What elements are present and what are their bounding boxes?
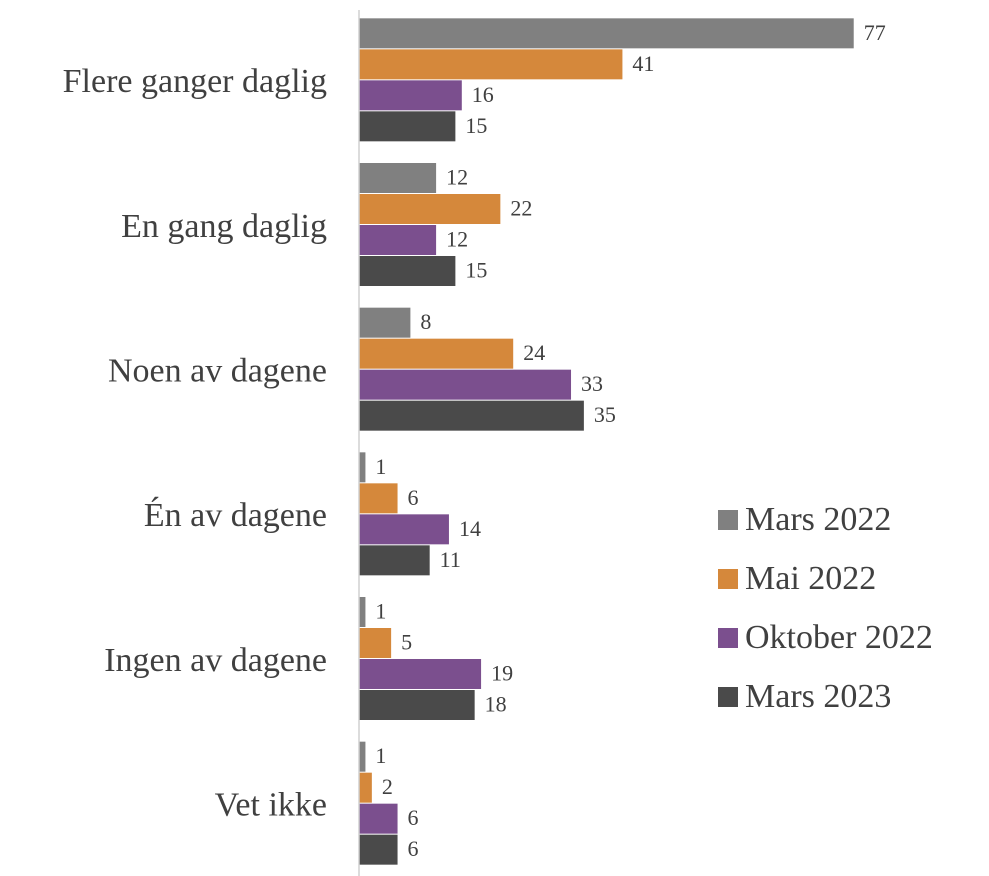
data-label: 12 [446, 227, 468, 252]
bar [359, 369, 572, 400]
bar [359, 307, 411, 338]
data-label: 15 [465, 258, 487, 283]
category-label: Ingen av dagene [104, 642, 327, 679]
bar [359, 452, 366, 483]
bar [359, 628, 392, 658]
category-label: Vet ikke [215, 786, 327, 823]
bar [359, 514, 449, 545]
bar [359, 49, 623, 80]
legend-swatch [718, 569, 738, 589]
bar [359, 597, 366, 627]
data-label: 1 [375, 743, 386, 768]
bar [359, 483, 398, 514]
bar [359, 834, 398, 865]
legend-swatch [718, 510, 738, 530]
bar [359, 659, 482, 689]
data-label: 16 [472, 82, 494, 107]
category-label: Noen av dagene [108, 352, 327, 389]
bar [359, 400, 584, 431]
bar [359, 690, 475, 720]
data-label: 6 [408, 485, 419, 510]
bar [359, 545, 430, 576]
category-label: Én av dagene [144, 497, 327, 534]
bar [359, 80, 462, 111]
legend-label: Mai 2022 [745, 560, 876, 597]
data-label: 77 [864, 20, 886, 45]
data-label: 14 [459, 516, 481, 541]
bar [359, 256, 456, 286]
data-label: 15 [465, 113, 487, 138]
category-label: En gang daglig [121, 208, 327, 245]
data-label: 6 [408, 805, 419, 830]
data-label: 33 [581, 371, 603, 396]
data-label: 12 [446, 165, 468, 190]
bar [359, 194, 501, 224]
legend-swatch [718, 628, 738, 648]
bar [359, 741, 366, 772]
data-label: 19 [491, 661, 513, 686]
data-label: 11 [440, 547, 461, 572]
data-label: 1 [375, 454, 386, 479]
category-label: Flere ganger daglig [63, 63, 327, 100]
bar [359, 772, 372, 803]
legend-swatch [718, 687, 738, 707]
data-label: 2 [382, 774, 393, 799]
data-label: 18 [485, 692, 507, 717]
data-label: 24 [523, 340, 545, 365]
bar [359, 18, 854, 49]
legend-label: Mars 2023 [745, 678, 891, 715]
bar [359, 225, 437, 255]
data-label: 35 [594, 402, 616, 427]
bar [359, 338, 514, 369]
bar [359, 111, 456, 142]
data-label: 41 [632, 51, 654, 76]
data-label: 22 [510, 196, 532, 221]
bar [359, 163, 437, 193]
data-label: 6 [408, 836, 419, 861]
bar [359, 803, 398, 834]
data-label: 5 [401, 630, 412, 655]
legend-label: Oktober 2022 [745, 619, 933, 656]
data-label: 8 [420, 309, 431, 334]
data-label: 1 [375, 599, 386, 624]
legend-label: Mars 2022 [745, 501, 891, 538]
